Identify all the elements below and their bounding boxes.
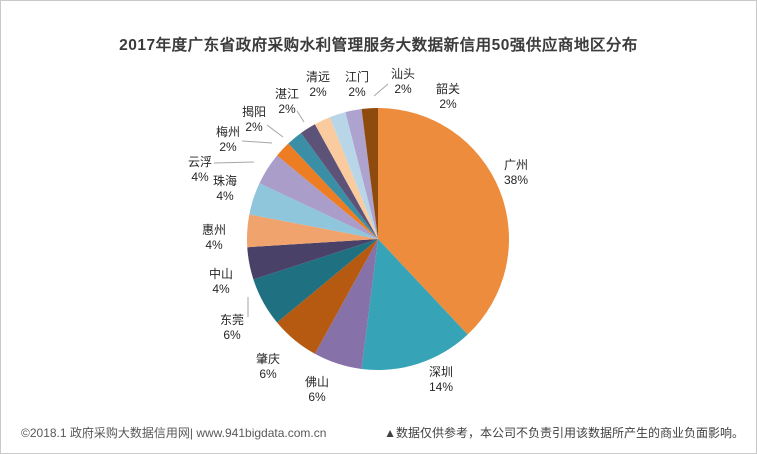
label-leader-line — [373, 83, 389, 97]
label-leader-line — [266, 124, 284, 138]
pie-label-value: 14% — [428, 380, 454, 394]
pie-slice-清远 — [314, 117, 378, 239]
pie-slice-珠海 — [249, 183, 378, 239]
label-leader-line — [241, 140, 273, 144]
pie-label-name: 清远 — [305, 70, 331, 84]
pie-label-东莞: 东莞 6% — [220, 313, 244, 343]
pie-label-广州: 广州 38% — [504, 158, 528, 188]
footer-disclaimer: ▲数据仅供参考，本公司不负责引用该数据所产生的商业负面影响。 — [384, 426, 744, 440]
pie-label-name: 东莞 — [219, 313, 245, 327]
pie-slice-深圳 — [361, 239, 468, 371]
pie-label-name: 佛山 — [304, 375, 330, 389]
pie-label-name: 惠州 — [201, 223, 227, 237]
pie-label-肇庆: 肇庆 6% — [256, 352, 280, 382]
pie-label-name: 广州 — [503, 158, 528, 172]
pie-label-清远: 清远 2% — [306, 70, 330, 100]
pie-label-value: 4% — [205, 238, 223, 252]
pie-label-name: 韶关 — [435, 82, 461, 96]
pie-label-name: 梅州 — [215, 125, 241, 139]
pie-label-name: 湛江 — [274, 87, 300, 101]
pie-slice-肇庆 — [277, 239, 378, 354]
pie-slice-广州 — [378, 108, 509, 335]
pie-slice-韶关 — [361, 108, 378, 239]
pie-label-name: 云浮 — [187, 155, 213, 169]
pie-slice-梅州 — [277, 143, 378, 239]
pie-label-韶关: 韶关 2% — [436, 82, 460, 112]
pie-label-name: 江门 — [344, 70, 370, 84]
pie-label-name: 汕头 — [390, 67, 416, 81]
pie-label-汕头: 汕头 2% — [391, 67, 415, 97]
pie-label-value: 2% — [439, 97, 457, 111]
pie-label-中山: 中山 4% — [209, 267, 233, 297]
pie-label-湛江: 湛江 2% — [275, 87, 299, 117]
label-leader-line — [296, 110, 305, 123]
pie-label-name: 珠海 — [212, 174, 238, 188]
pie-slice-江门 — [329, 112, 378, 239]
pie-label-value: 6% — [308, 390, 326, 404]
pie-label-惠州: 惠州 4% — [202, 223, 226, 253]
pie-slice-惠州 — [247, 214, 378, 248]
pie-label-name: 深圳 — [428, 365, 453, 379]
pie-slice-佛山 — [314, 239, 378, 369]
pie-label-value: 38% — [503, 173, 529, 187]
chart-title: 2017年度广东省政府采购水利管理服务大数据新信用50强供应商地区分布 — [119, 37, 638, 54]
pie-label-name: 揭阳 — [241, 105, 267, 119]
pie-label-梅州: 梅州 2% — [216, 125, 240, 155]
pie-slice-云浮 — [259, 155, 378, 239]
pie-label-珠海: 珠海 4% — [213, 174, 237, 204]
pie-label-value: 6% — [259, 367, 277, 381]
pie-slice-汕头 — [345, 109, 378, 239]
pie-label-value: 4% — [191, 170, 209, 184]
pie-label-value: 2% — [219, 140, 237, 154]
pie-label-江门: 江门 2% — [345, 70, 369, 100]
pie-label-云浮: 云浮 4% — [188, 155, 212, 185]
pie-label-value: 2% — [348, 85, 366, 99]
pie-label-揭阳: 揭阳 2% — [242, 105, 266, 135]
pie-label-value: 2% — [245, 120, 263, 134]
label-leader-line — [213, 161, 255, 164]
pie-label-name: 肇庆 — [255, 352, 281, 366]
pie-label-佛山: 佛山 6% — [305, 375, 329, 405]
pie-slice-东莞 — [253, 239, 378, 323]
pie-slice-湛江 — [301, 124, 378, 239]
footer-copyright: ©2018.1 政府采购大数据信用网| www.941bigdata.com.c… — [21, 426, 327, 440]
pie-label-深圳: 深圳 14% — [429, 365, 453, 395]
pie-label-value: 6% — [223, 328, 241, 342]
pie-label-value: 4% — [212, 282, 230, 296]
pie-label-name: 中山 — [208, 267, 234, 281]
pie-label-value: 2% — [309, 85, 327, 99]
pie-label-value: 2% — [394, 82, 412, 96]
pie-label-value: 2% — [278, 102, 296, 116]
pie-label-value: 4% — [216, 189, 234, 203]
pie-slice-中山 — [247, 239, 378, 280]
pie-slice-揭阳 — [288, 133, 378, 239]
